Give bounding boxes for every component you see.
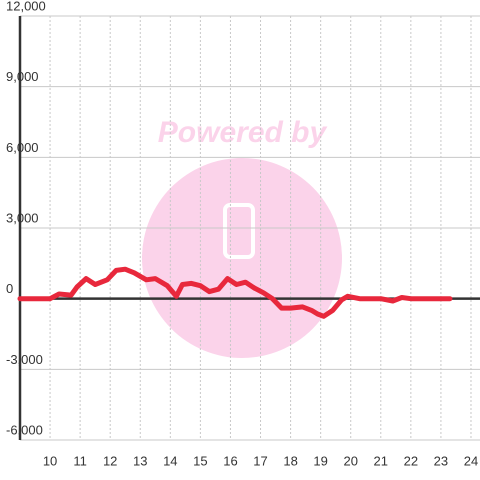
y-tick-label: 0 [6,281,13,296]
watermark-text: Powered by [158,116,328,149]
watermark-icon [223,203,255,259]
x-tick-label: 13 [133,453,147,468]
x-tick-label: 19 [313,453,327,468]
grid: 10 11 12 13 14 15 16 17 18 19 20 21 22 23 24 -6,000 -3,0… [6,0,480,468]
x-tick-label: 12 [103,453,117,468]
x-tick-label: 21 [374,453,388,468]
y-tick-label: 6,000 [6,140,39,155]
y-tick-label: 3,000 [6,210,39,225]
x-tick-label: 23 [434,453,448,468]
y-tick-label: -6,000 [6,422,43,437]
y-tick-label: 12,000 [6,0,46,13]
x-tick-label: 20 [343,453,357,468]
plot [17,266,453,319]
x-tick-label: 11 [73,453,87,468]
x-tick-label: 22 [404,453,418,468]
x-tick-label: 18 [283,453,297,468]
x-tick-label: 14 [163,453,177,468]
x-tick-label: 15 [193,453,207,468]
y-tick-label: -3,000 [6,352,43,367]
series-line [17,266,453,319]
x-tick-label: 10 [43,453,57,468]
y-tick-label: 9,000 [6,69,39,84]
x-tick-label: 17 [253,453,267,468]
x-tick-label: 24 [464,453,478,468]
x-tick-label: 16 [223,453,237,468]
